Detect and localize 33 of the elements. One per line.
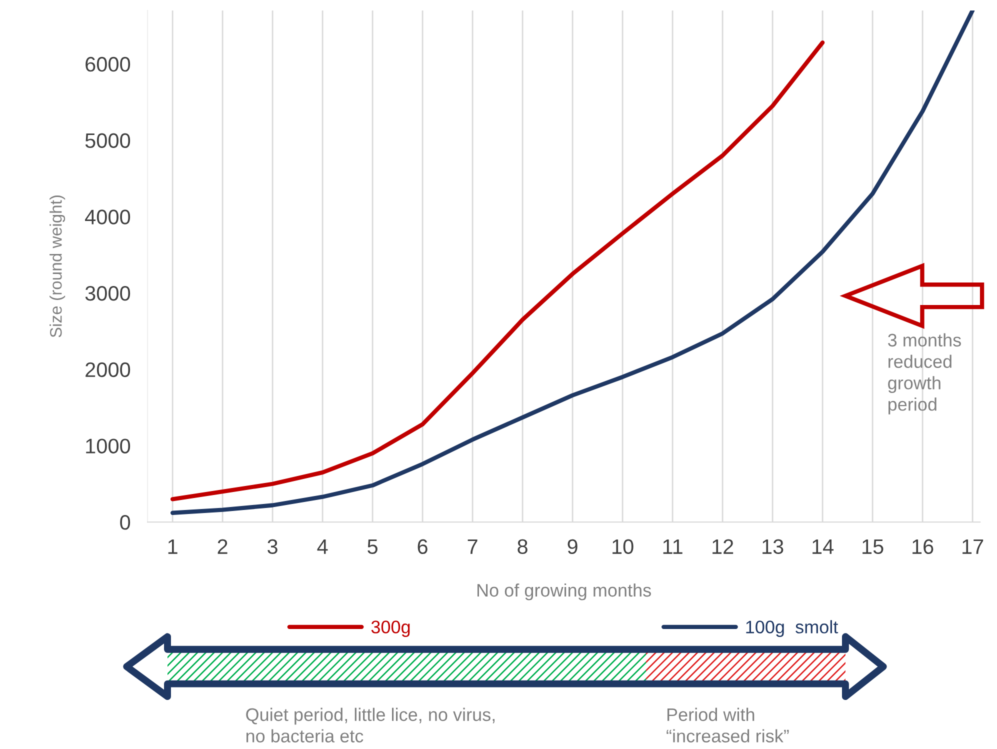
x-tick-label: 16 [912, 539, 934, 554]
x-tick-label: 7 [468, 539, 478, 554]
x-tick-label: 17 [962, 539, 984, 554]
x-tick-label: 10 [612, 539, 634, 554]
y-tick-label: 0 [120, 515, 130, 530]
y-tick-label: 3000 [85, 286, 130, 301]
line-series [170, 10, 975, 515]
y-axis-title: Size (round weight) [50, 196, 66, 338]
x-tick-label: 8 [518, 539, 528, 554]
x-tick-label: 11 [663, 539, 682, 554]
y-tick-label: 4000 [85, 210, 130, 224]
legend-label: 300g [371, 620, 410, 637]
annotation: 3 months reduced growth period [888, 333, 961, 414]
x-tick-label: 9 [568, 539, 578, 554]
legend-label: 100g smolt [746, 620, 838, 637]
y-tick-label: 6000 [86, 56, 130, 72]
y-tick-label: 2000 [86, 362, 130, 378]
x-tick-label: 12 [712, 539, 734, 554]
text: Quiet period, little lice, no virus, no bacteria etc [246, 708, 495, 742]
x-tick-label: 3 [268, 539, 278, 554]
x-tick-label: 4 [317, 539, 328, 554]
text: Period with “increased risk” [666, 708, 789, 742]
x-tick-label: 2 [218, 539, 228, 554]
x-tick-label: 13 [762, 539, 784, 554]
y-tick-label: 1000 [86, 438, 130, 454]
line-series [170, 40, 825, 502]
x-tick-label: 15 [862, 539, 884, 554]
x-tick-label: 14 [812, 539, 834, 554]
x-tick-label: 6 [418, 539, 428, 554]
x-tick-label: 5 [368, 539, 378, 554]
x-tick-label: 1 [168, 539, 178, 554]
x-axis-title: No of growing months [477, 583, 651, 600]
y-tick-label: 5000 [85, 133, 130, 148]
